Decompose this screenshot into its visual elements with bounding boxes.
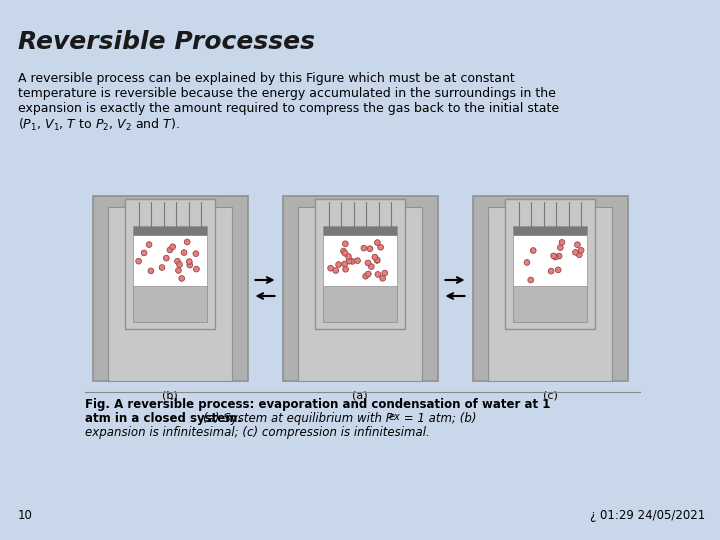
Ellipse shape bbox=[193, 251, 199, 256]
Ellipse shape bbox=[366, 271, 371, 277]
Text: (c): (c) bbox=[543, 390, 557, 401]
Ellipse shape bbox=[170, 244, 176, 249]
Bar bbox=[315, 199, 405, 329]
Ellipse shape bbox=[341, 248, 346, 254]
Ellipse shape bbox=[528, 277, 534, 283]
Bar bbox=[472, 195, 628, 381]
Ellipse shape bbox=[333, 268, 338, 273]
Text: 10: 10 bbox=[18, 509, 33, 522]
Ellipse shape bbox=[375, 272, 381, 277]
Ellipse shape bbox=[382, 270, 387, 276]
Bar bbox=[513, 235, 588, 322]
Bar bbox=[488, 207, 612, 381]
Ellipse shape bbox=[328, 265, 333, 271]
Ellipse shape bbox=[136, 258, 141, 264]
Bar bbox=[323, 226, 397, 235]
Text: expansion is infinitesimal; (c) compression is infinitesimal.: expansion is infinitesimal; (c) compress… bbox=[85, 426, 430, 439]
Text: Reversible Processes: Reversible Processes bbox=[18, 30, 315, 54]
Ellipse shape bbox=[159, 265, 165, 271]
Ellipse shape bbox=[552, 254, 558, 260]
Text: atm in a closed system.: atm in a closed system. bbox=[85, 412, 246, 425]
Text: = 1 atm; (b): = 1 atm; (b) bbox=[400, 412, 477, 425]
Ellipse shape bbox=[349, 259, 355, 264]
Ellipse shape bbox=[346, 254, 351, 259]
Bar bbox=[513, 286, 588, 322]
Text: (a): (a) bbox=[352, 390, 368, 401]
Ellipse shape bbox=[343, 266, 348, 272]
Ellipse shape bbox=[186, 259, 192, 265]
Bar bbox=[323, 286, 397, 322]
Ellipse shape bbox=[555, 267, 561, 273]
Text: expansion is exactly the amount required to compress the gas back to the initial: expansion is exactly the amount required… bbox=[18, 102, 559, 115]
Ellipse shape bbox=[557, 245, 563, 251]
Ellipse shape bbox=[557, 253, 562, 259]
Ellipse shape bbox=[379, 275, 385, 281]
Text: (a) System at equilibrium with P: (a) System at equilibrium with P bbox=[203, 412, 393, 425]
Bar bbox=[323, 235, 397, 322]
Ellipse shape bbox=[361, 245, 366, 251]
Ellipse shape bbox=[549, 268, 554, 274]
Ellipse shape bbox=[342, 251, 348, 256]
Ellipse shape bbox=[194, 266, 199, 272]
Ellipse shape bbox=[374, 257, 380, 263]
Ellipse shape bbox=[342, 261, 348, 267]
Ellipse shape bbox=[578, 247, 584, 253]
Ellipse shape bbox=[148, 268, 154, 274]
Bar bbox=[92, 195, 248, 381]
Ellipse shape bbox=[524, 260, 530, 265]
Ellipse shape bbox=[363, 273, 369, 279]
Ellipse shape bbox=[551, 253, 557, 259]
Ellipse shape bbox=[179, 275, 184, 281]
Ellipse shape bbox=[343, 241, 348, 247]
Bar bbox=[132, 235, 207, 322]
Ellipse shape bbox=[378, 245, 384, 250]
Ellipse shape bbox=[336, 262, 341, 267]
Text: ex: ex bbox=[389, 412, 401, 422]
Bar bbox=[298, 207, 422, 381]
Ellipse shape bbox=[184, 239, 190, 245]
Ellipse shape bbox=[374, 240, 380, 246]
Bar bbox=[513, 226, 588, 235]
Ellipse shape bbox=[163, 255, 169, 261]
Ellipse shape bbox=[531, 248, 536, 253]
Ellipse shape bbox=[175, 258, 180, 264]
Bar bbox=[132, 226, 207, 235]
Ellipse shape bbox=[559, 240, 564, 245]
Text: A reversible process can be explained by this Figure which must be at constant: A reversible process can be explained by… bbox=[18, 72, 515, 85]
Bar bbox=[125, 199, 215, 329]
Ellipse shape bbox=[577, 252, 582, 258]
Text: Fig. A reversible process: evaporation and condensation of water at 1: Fig. A reversible process: evaporation a… bbox=[85, 398, 550, 411]
Ellipse shape bbox=[575, 242, 580, 247]
Ellipse shape bbox=[572, 249, 578, 255]
Text: ¿ 01:29 24/05/2021: ¿ 01:29 24/05/2021 bbox=[590, 509, 705, 522]
Ellipse shape bbox=[167, 247, 173, 253]
Text: temperature is reversible because the energy accumulated in the surroundings in : temperature is reversible because the en… bbox=[18, 87, 556, 100]
Ellipse shape bbox=[372, 254, 378, 260]
Ellipse shape bbox=[369, 264, 374, 269]
Bar bbox=[132, 286, 207, 322]
Ellipse shape bbox=[374, 258, 380, 264]
Ellipse shape bbox=[365, 260, 371, 266]
Bar bbox=[108, 207, 232, 381]
Ellipse shape bbox=[181, 249, 187, 255]
Ellipse shape bbox=[176, 268, 181, 273]
Ellipse shape bbox=[141, 250, 147, 256]
Ellipse shape bbox=[367, 246, 373, 252]
Ellipse shape bbox=[176, 262, 182, 267]
Ellipse shape bbox=[187, 262, 193, 268]
Ellipse shape bbox=[346, 258, 352, 264]
Bar bbox=[282, 195, 438, 381]
Ellipse shape bbox=[355, 258, 361, 264]
Ellipse shape bbox=[146, 242, 152, 247]
Text: ($\it{P}$$_1$, $\it{V}$$_1$, $\it{T}$ to $\it{P}$$_2$, $\it{V}$$_2$ and $\it{T}$: ($\it{P}$$_1$, $\it{V}$$_1$, $\it{T}$ to… bbox=[18, 117, 180, 133]
Text: (b): (b) bbox=[162, 390, 178, 401]
Bar bbox=[505, 199, 595, 329]
